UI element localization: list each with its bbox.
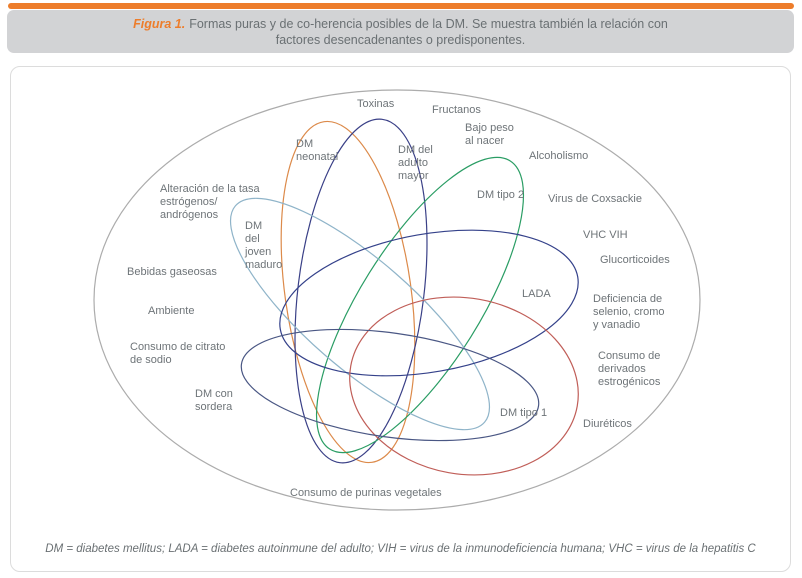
set-label-dm-adulto-mayor: DM del adulto mayor <box>398 144 433 182</box>
factor-label: Alteración de la tasa estrógenos/ andróg… <box>160 183 260 221</box>
set-label-lada: LADA <box>522 288 551 300</box>
venn-ellipse-dm-tipo-2 <box>315 156 525 454</box>
set-label-dm-neonatal: DM neonatal <box>296 138 339 163</box>
figure-title-line1: Figura 1. Formas puras y de co-herencia p… <box>133 16 668 32</box>
figure-number-label: Figura 1. <box>133 16 186 31</box>
factor-label: Virus de Coxsackie <box>548 193 642 205</box>
abbreviations-footnote: DM = diabetes mellitus; LADA = diabetes … <box>45 543 756 555</box>
factor-label: Consumo de purinas vegetales <box>290 487 442 499</box>
venn-ellipse-lada <box>279 229 579 377</box>
factor-label: VHC VIH <box>583 229 628 241</box>
set-label-dm-joven-maduro: DM del joven maduro <box>245 220 283 271</box>
outer-boundary-ellipse <box>93 89 701 511</box>
set-label-dm-con-sordera: DM con sordera <box>195 388 233 413</box>
factor-label: Consumo de citrato de sodio <box>130 341 226 366</box>
factor-label: Toxinas <box>357 98 395 110</box>
figure-title-text: Formas puras y de co-herencia posibles d… <box>189 16 668 31</box>
venn-ellipse-dm-con-sordera <box>240 328 540 442</box>
venn-ellipse-dm-tipo-1 <box>349 296 579 476</box>
factor-label: Diuréticos <box>583 418 632 430</box>
accent-top-bar <box>8 3 794 9</box>
factor-label: Consumo de derivados estrogénicos <box>598 350 661 388</box>
venn-ellipse-dm-neonatal <box>280 120 416 464</box>
set-label-dm-tipo-1: DM tipo 1 <box>500 407 548 419</box>
factor-label: Alcoholismo <box>529 150 589 162</box>
set-label-dm-tipo-2: DM tipo 2 <box>477 189 525 201</box>
factor-label: Bebidas gaseosas <box>127 266 217 278</box>
venn-ellipse-dm-joven-maduro <box>229 197 491 431</box>
factor-label: Bajo peso al nacer <box>465 122 514 147</box>
factor-label: Glucorticoides <box>600 254 670 266</box>
factor-label: Deficiencia de selenio, cromo y vanadio <box>593 293 665 331</box>
figure-title-line2: factores desencadenantes o predisponente… <box>275 32 526 47</box>
diagram-panel <box>10 66 791 572</box>
factor-label: Ambiente <box>148 305 195 317</box>
factor-label: Fructanos <box>432 104 481 116</box>
figure-caption-band: Figura 1. Formas puras y de co-herencia p… <box>7 10 794 53</box>
